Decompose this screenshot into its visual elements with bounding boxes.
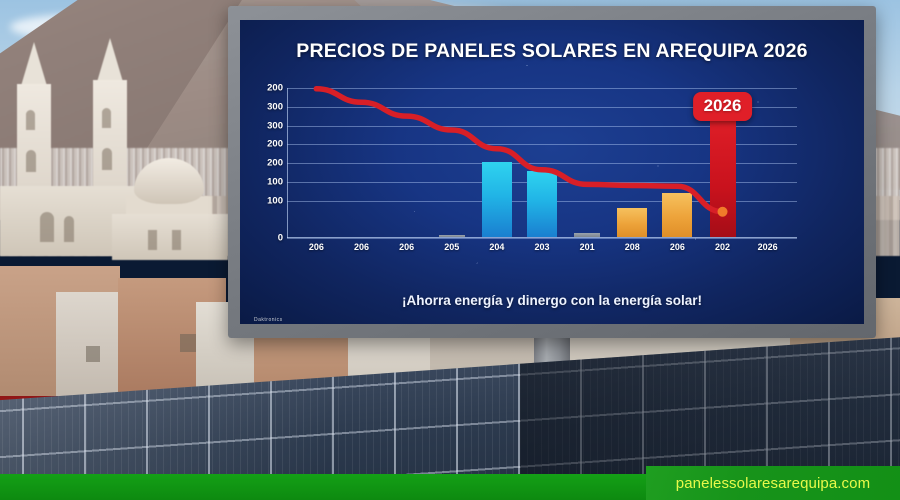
y-axis-tick-label: 200: [267, 82, 283, 94]
highlight-badge-2026: 2026: [692, 92, 753, 122]
y-axis-tick-label: 200: [267, 157, 283, 169]
billboard-screen: PRECIOS DE PANELES SOLARES EN AREQUIPA 2…: [240, 20, 864, 324]
gridline: [287, 88, 797, 89]
y-axis-tick-label: 300: [267, 101, 283, 113]
chart-plot-area: 200 300 300 200 200 100 100 0 206 206 206 205 204 20…: [267, 83, 797, 252]
x-axis-tick-label: 202: [715, 242, 731, 252]
gridline: [287, 238, 797, 239]
page-title: PRECIOS DE PANELES SOLARES EN AREQUIPA 2…: [296, 40, 808, 62]
y-axis-tick-label: 200: [267, 138, 283, 150]
watermark-text: panelessolaresarequipa.com: [675, 474, 871, 492]
x-axis-tick-label: 206: [308, 242, 324, 252]
billboard: PRECIOS DE PANELES SOLARES EN AREQUIPA 2…: [228, 6, 876, 338]
y-axis-tick-label: 0: [277, 232, 283, 244]
x-axis-tick-label: 206: [353, 242, 369, 252]
x-axis-tick-label: 2026: [757, 242, 778, 252]
gridline: [287, 163, 797, 164]
chart-bar: [662, 192, 693, 237]
x-axis-tick-label: 208: [624, 242, 640, 252]
y-axis: [287, 88, 288, 238]
chart-bar: [574, 232, 601, 237]
trend-line: [313, 86, 728, 217]
gridline: [287, 106, 797, 108]
watermark: panelessolaresarequipa.com: [646, 466, 900, 500]
chart-bar: [481, 162, 512, 237]
y-axis-tick-label: 100: [267, 176, 283, 188]
x-axis: [287, 237, 797, 238]
x-axis-tick-label: 204: [489, 242, 505, 252]
y-axis-tick-label: 100: [267, 195, 283, 206]
tagline: ¡Ahorra energía y dinergo con la energía…: [401, 293, 703, 308]
x-axis-tick-label: 206: [669, 242, 685, 252]
chart-bar: [527, 171, 557, 237]
x-axis-tick-label: 205: [444, 242, 460, 252]
gridline: [287, 125, 797, 127]
x-axis-tick-label: 201: [579, 242, 595, 252]
gridline: [287, 144, 797, 146]
chart-bar: [438, 235, 465, 237]
x-axis-tick-label: 206: [399, 242, 415, 252]
screen-brand-logo: Daktronics: [254, 317, 283, 323]
y-axis-tick-label: 300: [267, 120, 283, 131]
chart-bar: [617, 207, 648, 237]
x-axis-tick-label: 203: [534, 242, 550, 252]
